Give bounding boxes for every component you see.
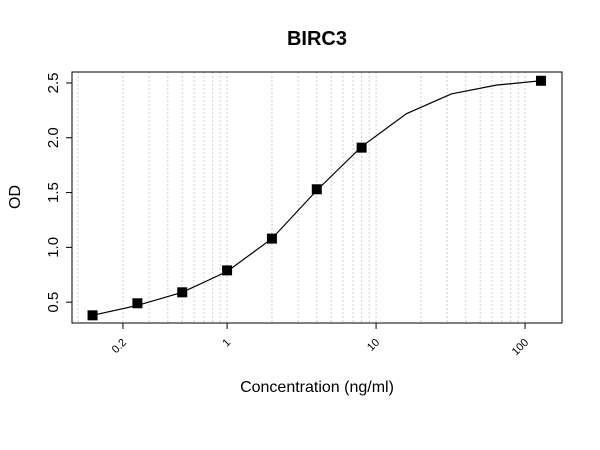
data-point [222, 265, 233, 276]
data-point [87, 310, 98, 321]
plot-frame [71, 71, 563, 324]
y-tick-label: 2.5 [45, 73, 62, 94]
x-tick-label: 1 [220, 337, 233, 350]
data-point [536, 75, 547, 86]
data-point [177, 287, 188, 298]
data-point [311, 184, 322, 195]
x-tick-label: 100 [510, 337, 531, 358]
y-axis-label: OD [7, 185, 24, 209]
y-tick-label: 0.5 [45, 292, 62, 313]
x-axis-label: Concentration (ng/ml) [240, 379, 394, 396]
y-tick-label: 1.5 [45, 182, 62, 203]
y-tick-label: 2.0 [45, 127, 62, 148]
data-point [356, 142, 367, 153]
x-tick-label: 10 [365, 337, 382, 354]
data-point [132, 298, 143, 309]
x-tick-label: 0.2 [110, 337, 129, 356]
y-tick-label: 1.0 [45, 237, 62, 258]
chart-title: BIRC3 [287, 28, 347, 50]
data-point [266, 233, 277, 244]
